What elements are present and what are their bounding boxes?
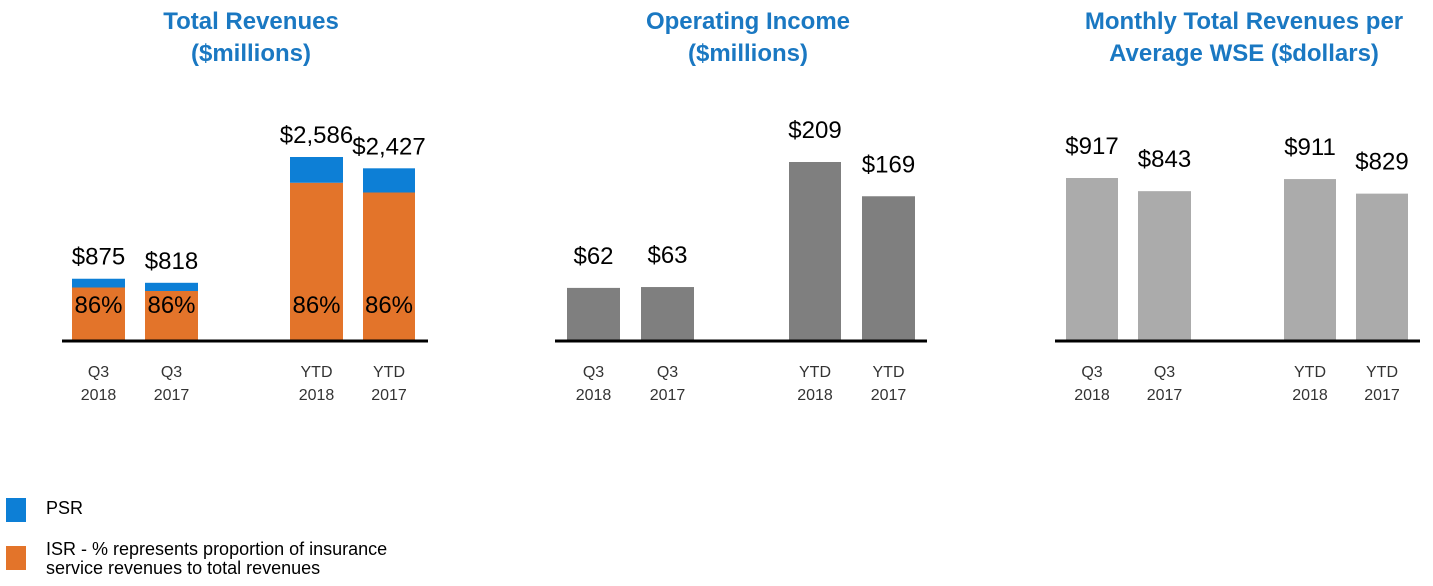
x-tick-label: YTD <box>873 364 905 381</box>
bar-2 <box>1284 179 1336 341</box>
bar-value-label: $62 <box>573 243 613 270</box>
bar-isr-3 <box>363 192 415 341</box>
x-tick-label: 2018 <box>1292 387 1328 404</box>
bar-2 <box>789 162 841 341</box>
title-line: Average WSE ($dollars) <box>1109 40 1379 67</box>
x-tick-label: Q3 <box>657 364 678 381</box>
x-tick-label: YTD <box>301 364 333 381</box>
x-tick-label: 2017 <box>371 387 407 404</box>
bar-psr-0 <box>72 278 125 288</box>
bar-isr-0 <box>72 287 125 341</box>
bar-percent-label: 86% <box>365 292 413 319</box>
chart-title-total-revenues: Total Revenues ($millions) <box>51 6 451 70</box>
chart-title-operating-income: Operating Income ($millions) <box>548 6 948 70</box>
bar-psr-1 <box>145 282 198 291</box>
bar-value-label: $2,427 <box>352 133 425 160</box>
charts-canvas: 86% $875 Q3 2018 86% $818 Q3 2017 86% $2,586 YTD 20… <box>62 117 1420 404</box>
x-tick-label: 2018 <box>1074 387 1110 404</box>
bar-value-label: $911 <box>1284 134 1336 161</box>
chart-title-revenue-per-wse: Monthly Total Revenues per Average WSE (… <box>1024 6 1433 70</box>
x-tick-label: 2017 <box>650 387 686 404</box>
bar-value-label: $2,586 <box>280 122 353 149</box>
bar-3 <box>1356 193 1408 341</box>
title-line: ($millions) <box>190 40 311 67</box>
bar-0 <box>1066 178 1118 341</box>
title-line: Total Revenues <box>163 8 339 35</box>
x-tick-label: 2018 <box>797 387 833 404</box>
bar-percent-label: 86% <box>292 292 340 319</box>
legend-label-isr: ISR - % represents proportion of insuran… <box>46 539 388 578</box>
x-tick-label: 2017 <box>1364 387 1400 404</box>
x-tick-label: 2017 <box>154 387 190 404</box>
x-tick-label: 2018 <box>576 387 612 404</box>
bar-value-label: $169 <box>862 151 915 178</box>
x-tick-label: YTD <box>373 364 405 381</box>
bar-0 <box>567 287 620 341</box>
x-tick-label: YTD <box>799 364 831 381</box>
bar-3 <box>862 196 915 341</box>
x-tick-label: Q3 <box>161 364 182 381</box>
legend-swatch-psr <box>6 498 26 522</box>
bar-value-label: $917 <box>1065 133 1118 160</box>
x-tick-label: 2018 <box>81 387 117 404</box>
bar-value-label: $209 <box>788 117 841 144</box>
legend-swatch-isr <box>6 546 26 570</box>
bar-value-label: $829 <box>1355 149 1408 176</box>
x-tick-label: 2017 <box>1147 387 1183 404</box>
bar-value-label: $63 <box>647 242 687 269</box>
x-tick-label: 2017 <box>871 387 907 404</box>
legend-label-psr: PSR <box>46 498 84 518</box>
x-tick-label: YTD <box>1366 364 1398 381</box>
title-line: Operating Income <box>645 8 851 35</box>
bar-1 <box>1138 191 1191 341</box>
title-line: ($millions) <box>687 40 808 67</box>
x-tick-label: Q3 <box>1154 364 1175 381</box>
bar-psr-2 <box>290 157 343 183</box>
bar-1 <box>641 287 694 341</box>
x-tick-label: YTD <box>1294 364 1326 381</box>
bar-isr-2 <box>290 182 343 341</box>
bar-value-label: $818 <box>145 248 198 275</box>
x-tick-label: 2018 <box>299 387 335 404</box>
x-tick-label: Q3 <box>583 364 604 381</box>
bar-percent-label: 86% <box>74 292 122 319</box>
title-line: Monthly Total Revenues per <box>1084 8 1404 35</box>
bar-value-label: $843 <box>1138 146 1191 173</box>
bar-percent-label: 86% <box>147 292 195 319</box>
legend: PSR ISR - % represents proportion of ins… <box>6 496 486 584</box>
bar-psr-3 <box>363 168 415 193</box>
x-tick-label: Q3 <box>88 364 109 381</box>
x-tick-label: Q3 <box>1081 364 1102 381</box>
bar-isr-1 <box>145 290 198 341</box>
bar-value-label: $875 <box>72 244 125 271</box>
